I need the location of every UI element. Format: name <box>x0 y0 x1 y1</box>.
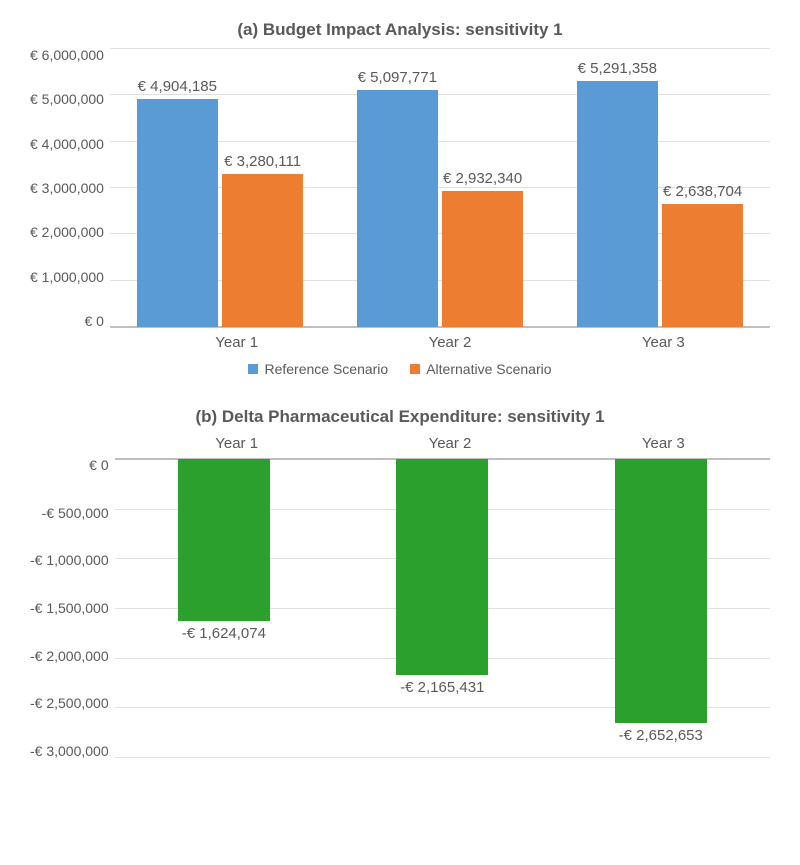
y-tick: € 1,000,000 <box>30 270 104 284</box>
bar: € 5,097,771 <box>357 90 438 327</box>
legend-swatch <box>248 364 258 374</box>
y-tick: -€ 3,000,000 <box>30 744 109 758</box>
bar: -€ 2,652,653 <box>615 459 707 723</box>
bar-value-label: € 4,904,185 <box>138 78 217 95</box>
x-tick: Year 3 <box>574 435 753 452</box>
bar-group: € 4,904,185€ 3,280,111 <box>128 48 313 327</box>
chart-b-title: (b) Delta Pharmaceutical Expenditure: se… <box>30 407 770 427</box>
chart-a: (a) Budget Impact Analysis: sensitivity … <box>30 20 770 377</box>
y-tick: € 2,000,000 <box>30 225 104 239</box>
chart-a-groups: € 4,904,185€ 3,280,111€ 5,097,771€ 2,932… <box>110 48 770 327</box>
chart-b-groups: -€ 1,624,074 -€ 2,165,431 -€ 2,652,653 <box>115 459 770 758</box>
bar-value-label: € 5,097,771 <box>358 69 437 86</box>
bar-value-label: € 5,291,358 <box>578 60 657 77</box>
legend-label: Reference Scenario <box>264 361 388 377</box>
bar-group: -€ 2,165,431 <box>351 459 535 758</box>
x-tick: Year 2 <box>360 435 539 452</box>
x-tick: Year 1 <box>147 435 326 452</box>
y-tick: € 0 <box>89 458 108 472</box>
bar-value-label: -€ 2,165,431 <box>400 679 484 696</box>
chart-b-plot: -€ 1,624,074 -€ 2,165,431 -€ 2,652,653 <box>115 458 770 758</box>
y-tick: € 0 <box>85 314 104 328</box>
bar: -€ 2,165,431 <box>396 459 488 675</box>
chart-a-plot-row: € 6,000,000 € 5,000,000 € 4,000,000 € 3,000… <box>30 48 770 328</box>
bar: € 2,932,340 <box>442 191 523 327</box>
bar: -€ 1,624,074 <box>178 459 270 621</box>
y-tick: -€ 500,000 <box>42 506 109 520</box>
chart-b: (b) Delta Pharmaceutical Expenditure: se… <box>30 407 770 758</box>
x-tick: Year 3 <box>574 334 753 351</box>
bar-value-label: € 2,932,340 <box>443 170 522 187</box>
y-tick: € 4,000,000 <box>30 137 104 151</box>
bar-group: -€ 2,652,653 <box>569 459 753 758</box>
bar-value-label: € 3,280,111 <box>224 153 301 170</box>
bar-value-label: € 2,638,704 <box>663 183 742 200</box>
chart-a-x-axis: Year 1 Year 2 Year 3 <box>130 334 770 351</box>
y-tick: -€ 2,000,000 <box>30 649 109 663</box>
chart-a-plot: € 4,904,185€ 3,280,111€ 5,097,771€ 2,932… <box>110 48 770 328</box>
bar: € 5,291,358 <box>577 81 658 327</box>
legend-label: Alternative Scenario <box>426 361 551 377</box>
bar-group: € 5,097,771€ 2,932,340 <box>348 48 533 327</box>
bar-value-label: -€ 1,624,074 <box>182 625 266 642</box>
bar: € 3,280,111 <box>222 174 303 327</box>
x-tick: Year 2 <box>360 334 539 351</box>
chart-b-x-axis: Year 1 Year 2 Year 3 <box>130 435 770 452</box>
chart-a-title: (a) Budget Impact Analysis: sensitivity … <box>30 20 770 40</box>
chart-a-y-axis: € 6,000,000 € 5,000,000 € 4,000,000 € 3,000… <box>30 48 110 328</box>
chart-b-plot-row: € 0 -€ 500,000 -€ 1,000,000 -€ 1,500,000 -€ … <box>30 458 770 758</box>
y-tick: -€ 2,500,000 <box>30 696 109 710</box>
y-tick: € 3,000,000 <box>30 181 104 195</box>
y-tick: -€ 1,000,000 <box>30 553 109 567</box>
x-tick: Year 1 <box>147 334 326 351</box>
bar: € 4,904,185 <box>137 99 218 327</box>
bar-group: € 5,291,358€ 2,638,704 <box>568 48 753 327</box>
bar-group: -€ 1,624,074 <box>132 459 316 758</box>
y-tick: € 6,000,000 <box>30 48 104 62</box>
legend-swatch <box>410 364 420 374</box>
chart-b-y-axis: € 0 -€ 500,000 -€ 1,000,000 -€ 1,500,000 -€ … <box>30 458 115 758</box>
legend-item: Alternative Scenario <box>410 361 551 377</box>
y-tick: -€ 1,500,000 <box>30 601 109 615</box>
bar-value-label: -€ 2,652,653 <box>619 727 703 744</box>
chart-a-legend: Reference Scenario Alternative Scenario <box>30 361 770 377</box>
legend-item: Reference Scenario <box>248 361 388 377</box>
bar: € 2,638,704 <box>662 204 743 327</box>
y-tick: € 5,000,000 <box>30 92 104 106</box>
